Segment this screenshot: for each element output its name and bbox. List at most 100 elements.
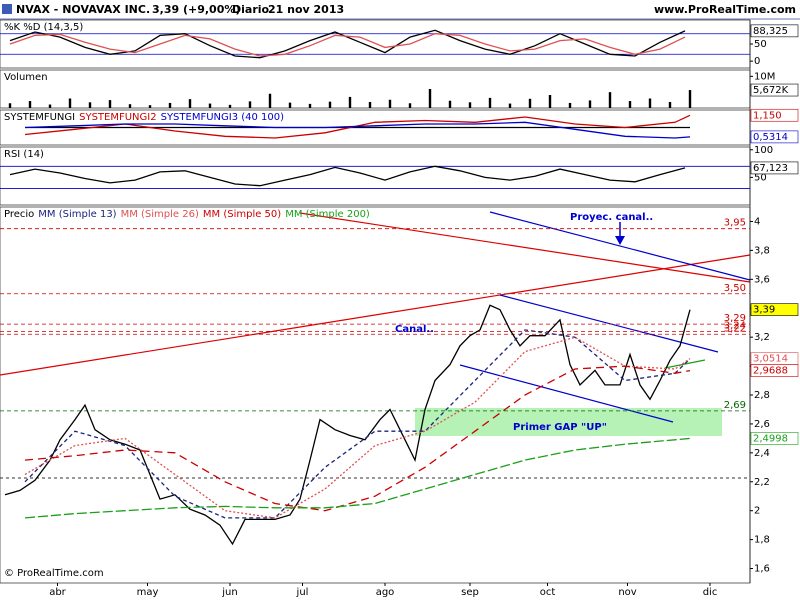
value-label-box <box>750 161 799 175</box>
volume-bar <box>268 93 272 108</box>
level-label: 3,24 <box>724 320 746 331</box>
icon <box>2 4 12 14</box>
value-label-box <box>750 432 799 445</box>
header-period: Diario <box>232 3 270 16</box>
legend-entry: MM (Simple 50) <box>203 209 281 220</box>
volume-bar <box>128 104 132 108</box>
y-tick-label: 2,6 <box>754 419 770 430</box>
value-label-box <box>750 24 799 38</box>
level-label: 3,50 <box>724 283 746 294</box>
value-label-box <box>750 303 799 316</box>
volume-bar <box>688 90 692 108</box>
y-tick-label: 100 <box>754 145 773 156</box>
y-tick-label: 50 <box>754 172 767 183</box>
value-label: 0,5314 <box>753 132 788 143</box>
value-label: 3,39 <box>753 305 775 316</box>
channel-line <box>459 364 674 423</box>
y-tick-label: 1,6 <box>754 564 770 575</box>
level-label: 2,69 <box>724 400 746 411</box>
legend-entry: Precio <box>4 209 34 220</box>
x-tick-label: abr <box>49 587 66 598</box>
series-line <box>4 304 691 546</box>
x-tick-label: jun <box>221 587 237 598</box>
volume-bar <box>28 101 32 108</box>
header-title: NVAX - NOVAVAX INC. <box>16 3 150 16</box>
volume-bar <box>528 98 532 108</box>
x-tick-label: oct <box>540 587 556 598</box>
volume-bar <box>188 99 192 108</box>
volume-bar <box>568 102 572 108</box>
series-line <box>9 29 686 59</box>
value-label: 5,672K <box>753 85 789 96</box>
legend-entry: SYSTEMFUNGI <box>4 112 75 123</box>
series-line <box>24 437 691 519</box>
legend-entry: SYSTEMFUNGI2 <box>79 112 156 123</box>
y-tick-label: 2,2 <box>754 477 770 488</box>
y-tick-label: 1,8 <box>754 535 770 546</box>
value-label: 2,9688 <box>753 366 788 377</box>
volume-bar <box>88 102 92 108</box>
y-tick-label: 50 <box>754 39 767 50</box>
series-line <box>24 114 691 139</box>
volume-bar <box>388 99 392 108</box>
volume-bar <box>248 101 252 108</box>
y-tick-label: 2 <box>754 506 760 517</box>
series-line <box>9 165 686 187</box>
value-label-box <box>750 83 799 97</box>
value-label: 3,0514 <box>753 354 788 365</box>
x-tick-label: dic <box>703 587 718 598</box>
x-tick-label: jul <box>296 587 309 598</box>
panel-frame <box>0 19 751 69</box>
volume-bar <box>628 101 632 108</box>
trend-line <box>664 359 706 369</box>
volume-bar <box>328 101 332 108</box>
legend-entry: SYSTEMFUNGI3 (40 100) <box>161 112 285 123</box>
volume-bar <box>648 98 652 108</box>
annotation: Proyec. canal.. <box>570 212 653 223</box>
volume-bar <box>168 102 172 108</box>
y-tick-label: 3,2 <box>754 332 770 343</box>
panel-frame <box>0 69 751 109</box>
level-label: 3,29 <box>724 313 746 324</box>
annotation: Canal.. <box>395 324 434 335</box>
volume-bar <box>368 101 372 108</box>
volume-bar <box>428 89 432 108</box>
legend-entry: MM (Simple 26) <box>121 209 199 220</box>
volume-bar <box>488 97 492 108</box>
arrow-head <box>615 236 625 245</box>
volume-bar <box>508 103 512 108</box>
volume-bar <box>48 104 52 108</box>
level-label: 3,95 <box>724 218 746 229</box>
volume-bar <box>288 102 292 108</box>
volume-bar <box>68 98 72 108</box>
header-date: 21 nov 2013 <box>268 3 344 16</box>
volume-bar <box>108 100 112 108</box>
volume-bar <box>468 102 472 108</box>
volume-bar <box>448 100 452 108</box>
y-tick-label: 4 <box>754 216 760 227</box>
volume-bar <box>228 104 232 108</box>
volume-bar <box>408 103 412 108</box>
volume-bar <box>348 96 352 108</box>
header-quote: 3,39 (+9,00%) <box>152 3 240 16</box>
series-line <box>9 33 686 57</box>
panel-frame <box>0 146 751 206</box>
footer: © ProRealTime.com <box>4 568 104 579</box>
legend-entry: MM (Simple 13) <box>38 209 116 220</box>
panel-title: %K %D (14,3,5) <box>4 22 83 33</box>
trend-line <box>299 212 751 283</box>
value-label: 88,325 <box>753 26 788 37</box>
volume-bar <box>608 92 612 108</box>
value-label-box <box>750 108 799 122</box>
volume-bar <box>148 105 152 108</box>
header-site: www.ProRealTime.com <box>654 3 796 16</box>
value-label-box <box>750 130 799 144</box>
y-tick-label: 0 <box>754 56 760 67</box>
annotation: Primer GAP "UP" <box>513 422 607 433</box>
y-tick-label: 2,8 <box>754 390 770 401</box>
y-tick-label: 3,6 <box>754 274 770 285</box>
value-label: 2,4998 <box>753 433 788 444</box>
volume-bar <box>8 103 12 108</box>
value-label-box <box>750 364 799 377</box>
